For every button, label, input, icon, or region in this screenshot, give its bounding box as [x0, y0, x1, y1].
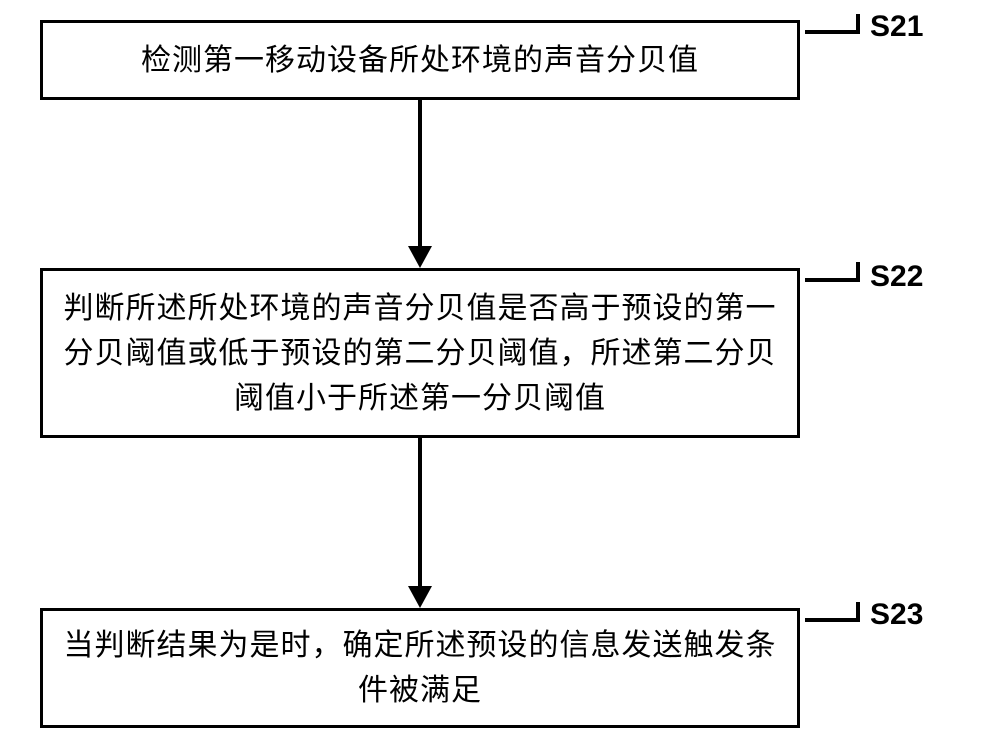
label-hook-s22 — [805, 262, 860, 282]
step-label-s23: S23 — [870, 598, 923, 632]
arrow-line-1 — [418, 100, 422, 248]
flow-step-s23: 当判断结果为是时，确定所述预设的信息发送触发条件被满足 — [40, 608, 800, 728]
step-label-s22: S22 — [870, 260, 923, 294]
arrow-head-2 — [408, 586, 432, 608]
step-label-s21: S21 — [870, 10, 923, 44]
label-hook-s21 — [805, 14, 860, 34]
flow-step-text: 判断所述所处环境的声音分贝值是否高于预设的第一分贝阈值或低于预设的第二分贝阈值，… — [63, 286, 777, 421]
flow-step-text: 检测第一移动设备所处环境的声音分贝值 — [141, 38, 699, 83]
flow-step-s22: 判断所述所处环境的声音分贝值是否高于预设的第一分贝阈值或低于预设的第二分贝阈值，… — [40, 268, 800, 438]
arrow-line-2 — [418, 438, 422, 588]
flowchart-container: 检测第一移动设备所处环境的声音分贝值 S21 判断所述所处环境的声音分贝值是否高… — [0, 0, 1000, 753]
arrow-head-1 — [408, 246, 432, 268]
flow-step-text: 当判断结果为是时，确定所述预设的信息发送触发条件被满足 — [63, 623, 777, 713]
label-hook-s23 — [805, 602, 860, 622]
flow-step-s21: 检测第一移动设备所处环境的声音分贝值 — [40, 20, 800, 100]
